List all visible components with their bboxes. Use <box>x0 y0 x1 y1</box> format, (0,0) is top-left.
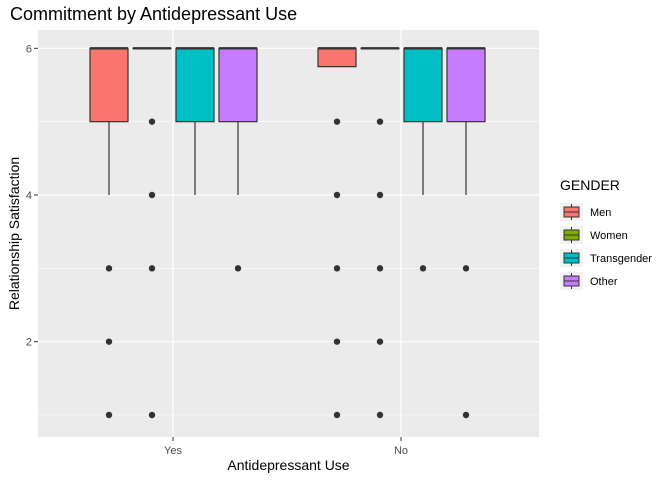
outlier-point <box>105 338 113 345</box>
box-transgender <box>175 47 215 123</box>
y-tick-label: 4 <box>26 190 32 202</box>
x-axis-title: Antidepressant Use <box>227 457 349 473</box>
y-axis-title: Relationship Satisfaction <box>6 157 22 310</box>
x-tick-label: No <box>394 445 408 457</box>
outlier-point <box>333 118 341 125</box>
box-other <box>446 47 486 123</box>
boxes <box>89 47 486 195</box>
outlier-point <box>234 265 242 272</box>
outlier-point <box>105 265 113 272</box>
outlier-point <box>376 191 384 199</box>
chart-title: Commitment by Antidepressant Use <box>10 4 297 24</box>
outlier-point <box>376 118 384 125</box>
outlier-point <box>462 265 470 272</box>
y-tick-label: 6 <box>26 43 32 55</box>
box-other <box>218 47 258 123</box>
y-tick-label: 2 <box>26 337 32 349</box>
legend-label: Other <box>590 276 618 288</box>
outlier-point <box>148 265 156 272</box>
legend-label: Men <box>590 207 611 219</box>
x-axis-ticks: Yes No <box>164 437 408 457</box>
outlier-point <box>148 191 156 199</box>
outlier-point <box>376 338 384 345</box>
outlier-point <box>333 265 341 272</box>
x-tick-label: Yes <box>164 445 182 457</box>
outlier-point <box>333 338 341 345</box>
legend-label: Women <box>590 230 628 242</box>
outlier-point <box>419 265 427 272</box>
outlier-point <box>105 411 113 419</box>
box-men <box>89 47 129 123</box>
legend-label: Transgender <box>590 253 652 265</box>
outlier-point <box>148 411 156 419</box>
box-men <box>317 47 357 68</box>
outlier-point <box>333 411 341 419</box>
outlier-point <box>148 118 156 125</box>
outlier-point <box>376 411 384 419</box>
outlier-point <box>376 265 384 272</box>
box-transgender <box>403 47 443 123</box>
y-axis-ticks: 2 4 6 <box>26 43 38 349</box>
outlier-point <box>462 411 470 419</box>
outlier-point <box>333 191 341 199</box>
legend: GENDER Men Women Transgender Other <box>560 177 652 290</box>
legend-title: GENDER <box>560 177 620 193</box>
outlier-points <box>105 118 470 419</box>
